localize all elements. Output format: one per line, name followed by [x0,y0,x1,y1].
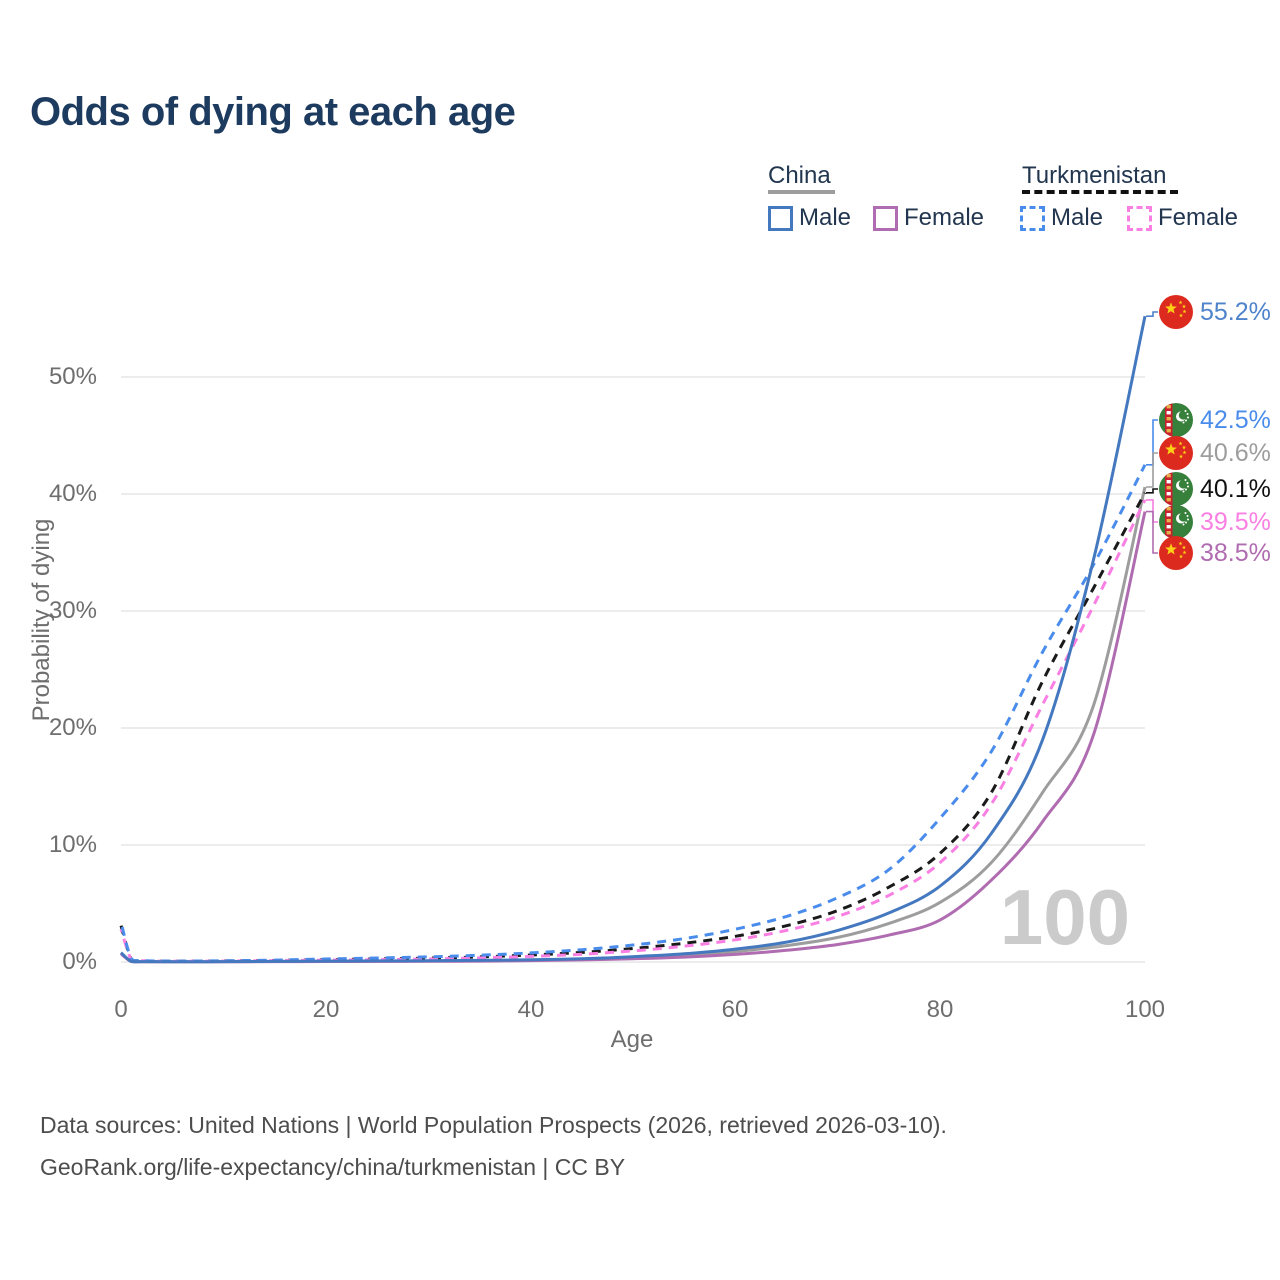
footer-data-sources: Data sources: United Nations | World Pop… [40,1112,947,1138]
end-label-connector [1146,510,1158,554]
legend-china-underline [768,190,835,194]
series-line-turkmenistan-male [119,464,1147,963]
legend-group-china-title: China [768,162,831,189]
age-watermark: 100 [999,873,1131,961]
plot-area[interactable] [121,275,1145,962]
y-axis-title: Probability of dying [28,518,55,722]
legend-label-turkmenistan-female[interactable]: Female [1158,204,1239,231]
legend-label-china-male[interactable]: Male [799,204,852,231]
series-line-turkmenistan-total [119,492,1147,963]
series-line-china-male [119,315,1147,964]
end-label-connector [1146,311,1158,318]
legend-swatch-turkmenistan-male[interactable] [1020,206,1045,231]
footer: Data sources: United Nations | World Pop… [40,1104,947,1188]
legend-label-turkmenistan-male[interactable]: Male [1051,204,1104,231]
legend-swatch-china-male[interactable] [768,206,793,231]
footer-attribution: GeoRank.org/life-expectancy/china/turkme… [40,1154,626,1180]
legend-group-turkmenistan-title: Turkmenistan [1022,162,1167,189]
end-label-connector [1146,452,1158,488]
legend-swatch-china-female[interactable] [873,206,898,231]
page-title: Odds of dying at each age [30,90,516,134]
end-label-connector [1146,419,1158,466]
legend-turkmenistan-underline [1022,190,1178,194]
end-label-connector [1146,488,1158,494]
x-axis-title: Age [610,1026,654,1053]
legend-swatch-turkmenistan-female[interactable] [1127,206,1152,231]
legend-label-china-female[interactable]: Female [904,204,985,231]
series-line-turkmenistan-female [119,499,1147,963]
